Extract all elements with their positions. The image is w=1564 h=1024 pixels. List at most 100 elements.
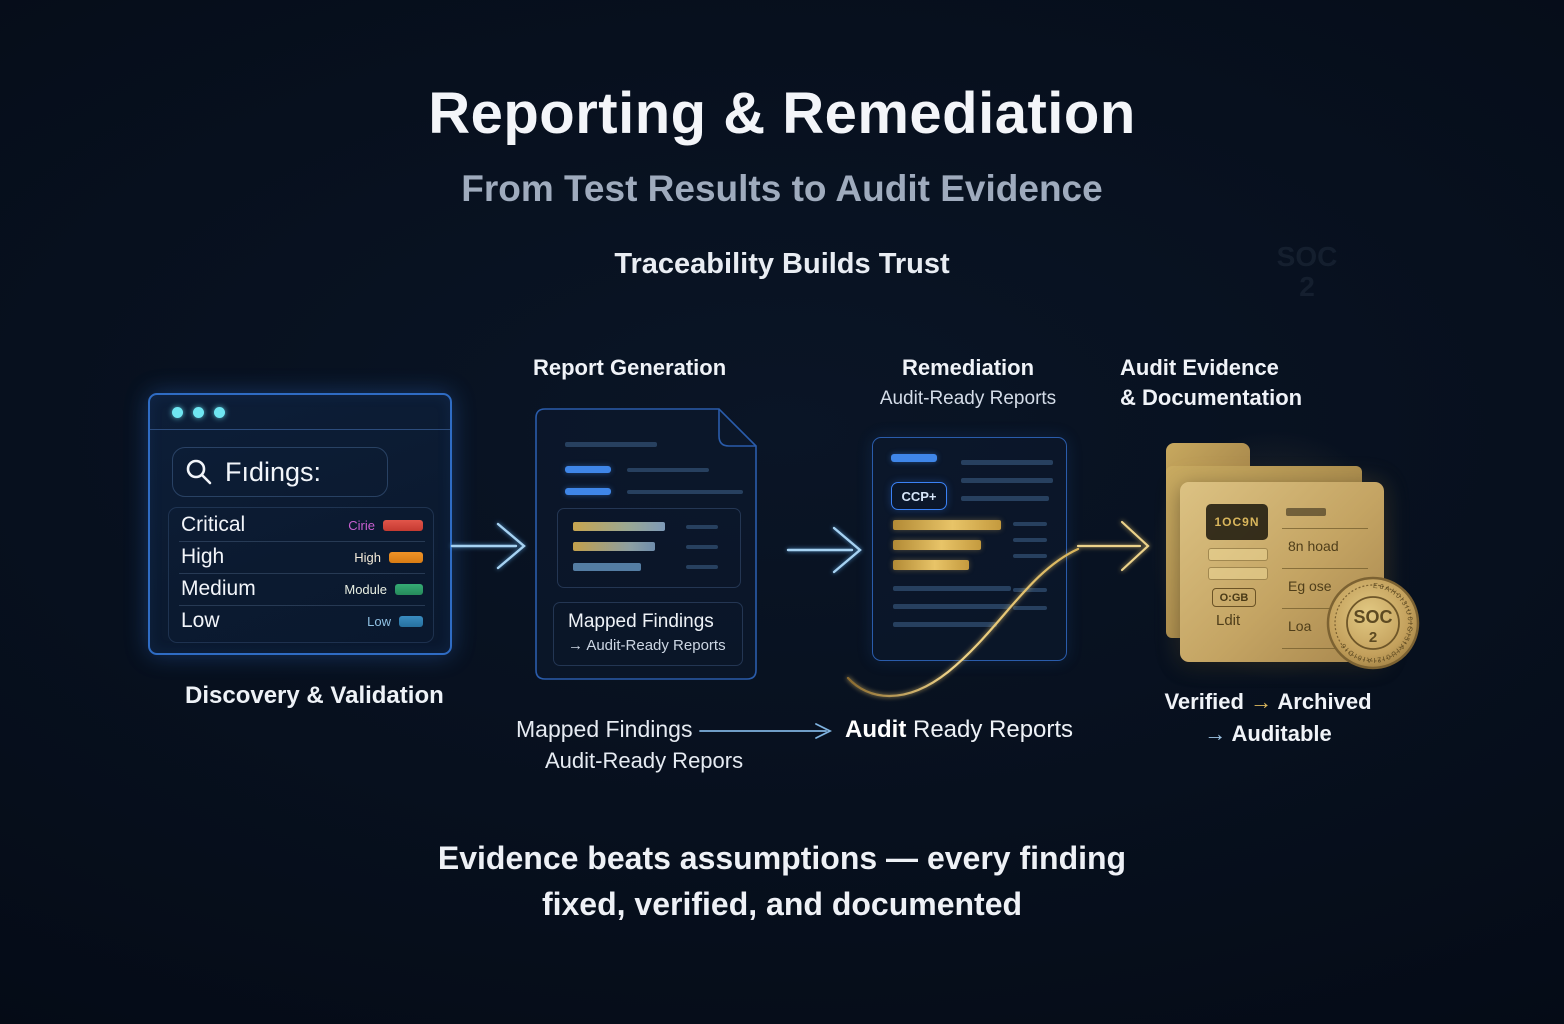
doc-line (686, 545, 718, 549)
soc-text: SOC (1353, 607, 1392, 627)
severity-label: High (181, 545, 225, 568)
doc-line (686, 565, 718, 569)
finding-row-high: High High (179, 541, 425, 572)
arrow-2-icon (786, 526, 862, 574)
stage-label-remediation: Remediation (901, 355, 1035, 380)
doc-line (893, 604, 1011, 609)
severity-tag: Cirie (348, 517, 375, 533)
chart-bar-blue (573, 563, 641, 571)
folder-divider (1282, 648, 1368, 649)
doc-line-blue (565, 488, 611, 495)
soc-number: 2 (1369, 629, 1377, 646)
search-icon (185, 458, 213, 486)
footer-line1: Evidence beats assumptions — every findi… (437, 840, 1127, 876)
folder-dark-bar (1286, 508, 1326, 516)
evidence-folder: 1OC9N O:GB Ldit 8n hoad Eg ose Loa (1180, 482, 1384, 662)
stage-sublabel-remediation: Audit-Ready Reports (879, 388, 1057, 409)
doc-line (961, 460, 1053, 465)
doc-line-blue (891, 454, 937, 462)
page-subtitle: From Test Results to Audit Evidence (461, 168, 1103, 209)
window-dot-icon (214, 406, 225, 418)
stage-label-report-generation: Report Generation (533, 355, 727, 380)
folder-shimmer-row (1208, 548, 1268, 561)
doc-line (1013, 588, 1047, 592)
flow-caption-left2: Audit-Ready Repors (545, 748, 744, 773)
doc-line (627, 468, 709, 472)
gold-bar (893, 520, 1001, 530)
stage-label-audit-evidence: Audit Evidence & Documentation (1120, 353, 1302, 413)
arrow-1-icon (450, 522, 526, 570)
ccp-badge: CCP+ (891, 482, 947, 510)
folder-ldit-text: Ldit (1216, 612, 1241, 629)
page-tagline: Traceability Builds Trust (614, 248, 950, 280)
findings-window: Fıdings: Critical Cirie High High Medium… (148, 393, 452, 655)
verified-caption: Verified → Archived → Auditable (1128, 686, 1408, 750)
findings-search: Fıdings: (172, 447, 388, 497)
gold-bar (893, 540, 981, 550)
note-audit-ready: → Audit-Ready Reports (568, 637, 726, 654)
stage-label-line1: Audit Evidence (1120, 355, 1279, 380)
window-dot-icon (172, 406, 183, 418)
severity-pill-medium (395, 583, 423, 595)
doc-line (1013, 538, 1047, 542)
audit-bold: Audit (845, 716, 907, 743)
folder-code-box: 1OC9N (1206, 504, 1268, 540)
gold-arrow-icon (1076, 520, 1150, 572)
footer-line2: fixed, verified, and documented (541, 886, 1023, 922)
severity-label: Critical (181, 513, 246, 536)
severity-label: Low (181, 609, 220, 632)
stage-label-discovery: Discovery & Validation (185, 682, 444, 709)
severity-pill-low (399, 615, 423, 627)
doc-line (961, 496, 1049, 501)
row-divider (179, 573, 425, 574)
folder-divider (1282, 528, 1368, 529)
chart-bar-gold (573, 542, 655, 551)
note-mapped-findings: Mapped Findings (568, 611, 714, 632)
folder-row-text: 8n hoad (1288, 538, 1339, 554)
folder-divider (1282, 568, 1368, 569)
caption-arrow-icon (699, 723, 833, 739)
auditable-text: Auditable (1231, 721, 1332, 746)
doc-line (893, 586, 1011, 591)
gold-bar (893, 560, 969, 570)
arrow-right-icon: → (1204, 721, 1227, 746)
finding-row-low: Low Low (179, 605, 425, 636)
severity-tag: High (354, 549, 381, 565)
severity-pill-high (389, 551, 423, 563)
doc-note-box: Mapped Findings → Audit-Ready Reports (553, 602, 743, 666)
folder-row-text: Loa (1288, 618, 1312, 634)
doc-line (961, 478, 1053, 483)
doc-line (686, 525, 718, 529)
doc-line (1013, 606, 1047, 610)
findings-search-label: Fıdings: (225, 456, 322, 487)
chart-bar-gold (573, 522, 665, 531)
ghost-soc-line1: SOC (1276, 241, 1338, 272)
doc-chart-box (557, 508, 741, 588)
folder-gb-tag: O:GB (1212, 588, 1256, 607)
severity-pill-critical (383, 519, 423, 531)
finding-row-medium: Medium Module (179, 573, 425, 604)
stage-label-line2: & Documentation (1120, 385, 1303, 410)
severity-tag: Low (367, 613, 391, 629)
row-divider (179, 605, 425, 606)
folder-shimmer-row (1208, 567, 1268, 580)
severity-tag: Module (344, 581, 387, 597)
page-title: Reporting & Remediation (428, 81, 1136, 146)
finding-row-critical: Critical Cirie (181, 510, 423, 540)
remediation-document: CCP+ (872, 437, 1067, 661)
archived-text: Archived (1277, 689, 1372, 714)
flow-caption-left: Mapped Findings (516, 716, 693, 742)
verified-text: Verified (1164, 689, 1244, 714)
doc-line (1013, 522, 1047, 526)
report-document: Mapped Findings → Audit-Ready Reports (535, 408, 757, 680)
findings-list: Critical Cirie High High Medium Module L… (168, 507, 434, 643)
row-divider (179, 541, 425, 542)
severity-label: Medium (181, 577, 256, 600)
doc-line (1013, 554, 1047, 558)
flow-caption-right: Audit Ready Reports (845, 716, 1073, 744)
ghost-soc-watermark: SOC 2 (1262, 242, 1352, 302)
folder-row-text: Eg ose (1288, 578, 1332, 594)
doc-line (893, 622, 997, 627)
window-titlebar (150, 395, 450, 430)
arrow-right-icon: → (1250, 689, 1273, 714)
